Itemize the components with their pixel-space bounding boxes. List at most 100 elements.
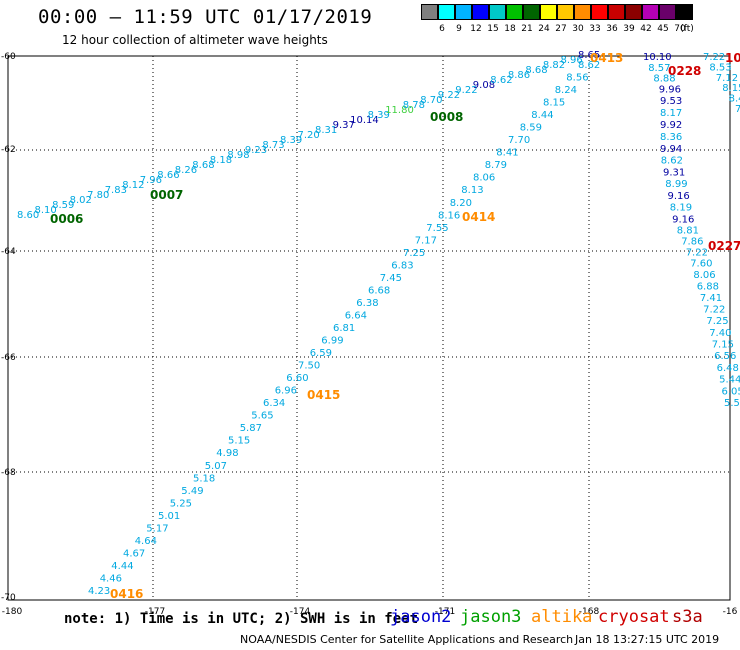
wave-height-value: 4.98 — [216, 448, 238, 459]
scale-swatch — [523, 4, 540, 20]
scale-label: 33 — [589, 24, 601, 34]
wave-height-value: 9.23 — [245, 145, 267, 156]
wave-height-value: 10.14 — [350, 115, 379, 126]
lat-label: -66 — [1, 353, 16, 363]
wave-height-value: 7.25 — [403, 248, 425, 259]
scale-swatch — [591, 4, 608, 20]
time-label: 0006 — [50, 212, 83, 226]
satellite-legend-item: jason2 — [390, 607, 452, 627]
wave-height-value: 5.18 — [193, 473, 215, 484]
wave-height-value: 8.68 — [525, 65, 547, 76]
wave-height-value: 8.82 — [543, 60, 565, 71]
wave-height-value: 5.15 — [228, 436, 250, 447]
scale-label: 30 — [572, 24, 584, 34]
scale-label: 27 — [555, 24, 567, 34]
scale-swatch — [557, 4, 574, 20]
scale-label: 36 — [606, 24, 618, 34]
wave-height-value: 8.96 — [561, 55, 583, 66]
wave-height-value: 7.55 — [426, 223, 448, 234]
wave-height-value: 8.15 — [722, 83, 740, 94]
time-label: 0415 — [307, 388, 340, 402]
lon-label: -177 — [145, 607, 165, 617]
wave-height-value: 7.70 — [508, 135, 530, 146]
wave-height-value: 4.67 — [123, 548, 145, 559]
scale-swatch — [472, 4, 489, 20]
wave-height-value: 6.05 — [722, 386, 740, 397]
scale-swatch — [489, 4, 506, 20]
wave-height-value: 8.62 — [578, 60, 600, 71]
wave-height-value: 6.96 — [275, 386, 297, 397]
scale-label: 45 — [657, 24, 669, 34]
wave-height-value: 7.83 — [105, 185, 127, 196]
wave-height-value: 5.44 — [719, 375, 740, 386]
wave-height-value: 8.31 — [315, 125, 337, 136]
lat-label: -60 — [1, 52, 16, 62]
wave-height-value: 7.45 — [380, 273, 402, 284]
scale-label: 9 — [456, 24, 462, 34]
wave-height-value: 8.53 — [709, 62, 731, 73]
wave-height-value: 8.65 — [578, 50, 600, 61]
wave-height-value: 7.96 — [140, 175, 162, 186]
wave-height-value: 9.16 — [672, 214, 694, 225]
time-label: 0413 — [590, 51, 623, 65]
scale-label: 42 — [640, 24, 652, 34]
wave-height-value: 8.18 — [210, 155, 232, 166]
time-label: 0008 — [430, 110, 463, 124]
wave-height-value: 5.87 — [240, 423, 262, 434]
lat-label: -68 — [1, 468, 16, 478]
map-title: 00:00 – 11:59 UTC 01/17/2019 — [38, 6, 373, 28]
scale-label: 15 — [487, 24, 499, 34]
wave-height-value: 7.80 — [87, 190, 109, 201]
wave-height-value: 8.13 — [461, 185, 483, 196]
wave-height-value: 8.12 — [122, 180, 144, 191]
scale-swatch — [608, 4, 625, 20]
wave-height-value: 7.41 — [700, 293, 722, 304]
wave-height-value: 6.38 — [356, 298, 378, 309]
lon-label: -171 — [435, 607, 455, 617]
wave-height-value: 8.86 — [508, 70, 530, 81]
time-label: 0227 — [708, 239, 740, 253]
wave-height-value: 7.15 — [712, 340, 734, 351]
scale-unit: (ft) — [680, 24, 694, 34]
scale-swatch — [676, 4, 693, 20]
wave-height-value: 8.19 — [670, 203, 692, 214]
wave-height-value: 5.55 — [724, 398, 740, 409]
scale-swatch — [574, 4, 591, 20]
wave-height-value: 6.48 — [717, 363, 739, 374]
wave-height-value: 9.37 — [333, 120, 355, 131]
wave-height-value: 4.46 — [100, 574, 122, 585]
scale-label: 12 — [470, 24, 482, 34]
scale-label: 21 — [521, 24, 533, 34]
wave-height-points: 8.608.108.598.027.807.838.127.968.668.26… — [17, 50, 740, 597]
wave-height-value: 8.16 — [438, 210, 460, 221]
credit-text: NOAA/NESDIS Center for Satellite Applica… — [240, 633, 574, 646]
time-labels: 0006 0007 0008 0413 0414 0415 0416 0228 0227 10 — [50, 51, 740, 601]
wave-height-value: 8.26 — [175, 165, 197, 176]
wave-height-value: 7.86 — [681, 237, 703, 248]
wave-height-value: 7.25 — [706, 316, 728, 327]
wave-height-value: 8.57 — [648, 63, 670, 74]
wave-height-value: 9.31 — [663, 167, 685, 178]
wave-height-value: 8.41 — [496, 148, 518, 159]
wave-height-value: 7.50 — [298, 361, 320, 372]
wave-height-value: 8.06 — [473, 173, 495, 184]
lat-label: -70 — [1, 593, 16, 603]
wave-height-value: 8.36 — [660, 132, 682, 143]
wave-height-value: 4.64 — [135, 536, 157, 547]
wave-height-value: 7.22 — [686, 248, 708, 259]
lat-label: -62 — [1, 145, 16, 155]
scale-swatch — [659, 4, 676, 20]
scale-swatch — [506, 4, 523, 20]
wave-height-value: 8.02 — [70, 195, 92, 206]
generation-timestamp: Jan 18 13:27:15 UTC 2019 — [575, 633, 720, 646]
time-label: 0414 — [462, 210, 495, 224]
wave-height-value: 8.66 — [157, 170, 179, 181]
graticule — [8, 56, 730, 600]
wave-height-value: 6.56 — [714, 351, 736, 362]
wave-height-value: 8.39 — [280, 135, 302, 146]
wave-height-value: 8.17 — [660, 108, 682, 119]
wave-height-value: 8.20 — [450, 198, 472, 209]
wave-height-value: 7.12 — [716, 73, 738, 84]
wave-height-value: 8.70 — [420, 95, 442, 106]
